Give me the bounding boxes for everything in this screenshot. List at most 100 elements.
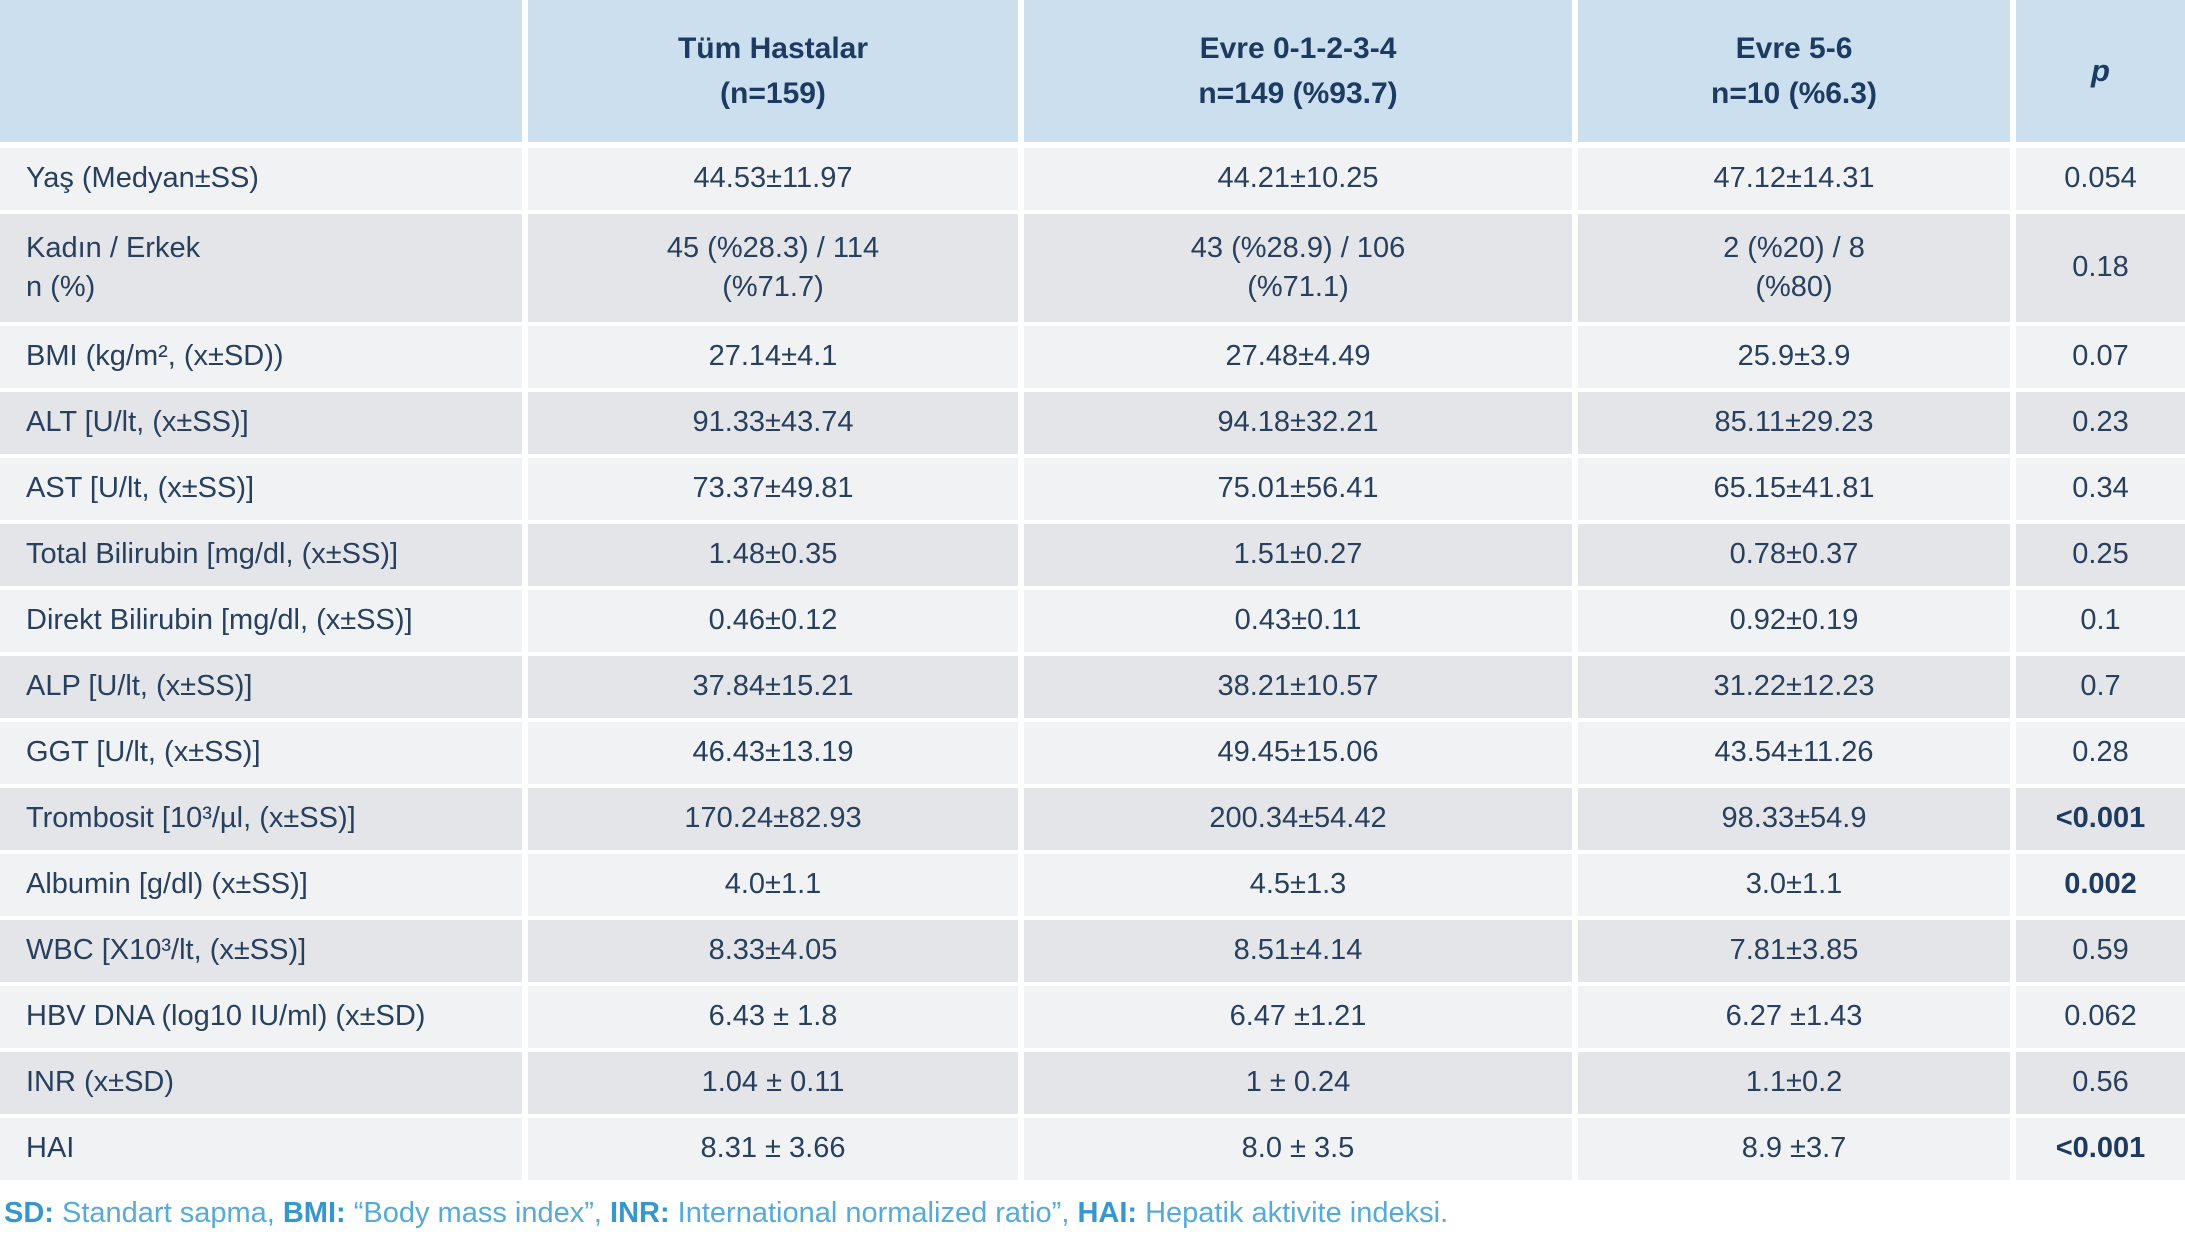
cell-all: 8.31 ± 3.66 (528, 1118, 1024, 1184)
cell-early: 75.01±56.41 (1024, 458, 1578, 524)
cell-early: 8.51±4.14 (1024, 920, 1578, 986)
table-row: Trombosit [10³/µl, (x±SS)] 170.24±82.93 … (0, 788, 2185, 854)
footnote-text: International normalized ratio”, (669, 1197, 1078, 1229)
col-header-p-value: p (2016, 0, 2185, 148)
cell-all: 4.0±1.1 (528, 854, 1024, 920)
footnote-text: “Body mass index”, (345, 1197, 611, 1229)
cell-late: 0.92±0.19 (1578, 590, 2016, 656)
table-row: HAI 8.31 ± 3.66 8.0 ± 3.5 8.9 ±3.7 <0.00… (0, 1118, 2185, 1184)
cell-p: 0.7 (2016, 656, 2185, 722)
cell-early: 49.45±15.06 (1024, 722, 1578, 788)
footnote-label-sd: SD: (4, 1197, 54, 1229)
cell-p: 0.56 (2016, 1052, 2185, 1118)
footnote-text: Hepatik aktivite indeksi. (1137, 1197, 1449, 1229)
cell-all: 8.33±4.05 (528, 920, 1024, 986)
cell-p: 0.002 (2016, 854, 2185, 920)
table-row: Total Bilirubin [mg/dl, (x±SS)] 1.48±0.3… (0, 524, 2185, 590)
patient-stats-table: Tüm Hastalar (n=159) Evre 0-1-2-3-4 n=14… (0, 0, 2185, 1184)
cell-p: 0.062 (2016, 986, 2185, 1052)
footnote: SD: Standart sapma, BMI: “Body mass inde… (0, 1184, 2185, 1243)
cell-early: 1 ± 0.24 (1024, 1052, 1578, 1118)
cell-p: <0.001 (2016, 788, 2185, 854)
cell-early: 1.51±0.27 (1024, 524, 1578, 590)
footnote-label-bmi: BMI: (282, 1197, 346, 1229)
row-label: ALP [U/lt, (x±SS)] (0, 656, 528, 722)
footnote-abbrev: SD: Standart sapma, BMI: “Body mass inde… (4, 1197, 1448, 1230)
table-row: HBV DNA (log10 IU/ml) (x±SD) 6.43 ± 1.8 … (0, 986, 2185, 1052)
table-row: Yaş (Medyan±SS) 44.53±11.97 44.21±10.25 … (0, 148, 2185, 214)
cell-early: 6.47 ±1.21 (1024, 986, 1578, 1052)
row-label: WBC [X10³/lt, (x±SS)] (0, 920, 528, 986)
cell-late: 85.11±29.23 (1578, 392, 2016, 458)
cell-late: 2 (%20) / 8 (%80) (1578, 214, 2016, 326)
cell-early: 8.0 ± 3.5 (1024, 1118, 1578, 1184)
table-row: ALT [U/lt, (x±SS)] 91.33±43.74 94.18±32.… (0, 392, 2185, 458)
cell-all: 73.37±49.81 (528, 458, 1024, 524)
cell-late: 65.15±41.81 (1578, 458, 2016, 524)
cell-early: 94.18±32.21 (1024, 392, 1578, 458)
cell-p: 0.18 (2016, 214, 2185, 326)
cell-all: 170.24±82.93 (528, 788, 1024, 854)
cell-early: 200.34±54.42 (1024, 788, 1578, 854)
cell-p: 0.054 (2016, 148, 2185, 214)
table-row: INR (x±SD) 1.04 ± 0.11 1 ± 0.24 1.1±0.2 … (0, 1052, 2185, 1118)
row-label: INR (x±SD) (0, 1052, 528, 1118)
footnote-label-hai: HAI: (1077, 1197, 1138, 1229)
row-label: Trombosit [10³/µl, (x±SS)] (0, 788, 528, 854)
cell-all: 0.46±0.12 (528, 590, 1024, 656)
table-row: ALP [U/lt, (x±SS)] 37.84±15.21 38.21±10.… (0, 656, 2185, 722)
cell-late: 31.22±12.23 (1578, 656, 2016, 722)
table-row: Direkt Bilirubin [mg/dl, (x±SS)] 0.46±0.… (0, 590, 2185, 656)
cell-all: 37.84±15.21 (528, 656, 1024, 722)
col-header-stage-0-4: Evre 0-1-2-3-4 n=149 (%93.7) (1024, 0, 1578, 148)
cell-late: 8.9 ±3.7 (1578, 1118, 2016, 1184)
row-label: AST [U/lt, (x±SS)] (0, 458, 528, 524)
cell-late: 98.33±54.9 (1578, 788, 2016, 854)
cell-p: 0.34 (2016, 458, 2185, 524)
table-row: WBC [X10³/lt, (x±SS)] 8.33±4.05 8.51±4.1… (0, 920, 2185, 986)
row-label: Yaş (Medyan±SS) (0, 148, 528, 214)
cell-all: 46.43±13.19 (528, 722, 1024, 788)
table-row: GGT [U/lt, (x±SS)] 46.43±13.19 49.45±15.… (0, 722, 2185, 788)
header-row: Tüm Hastalar (n=159) Evre 0-1-2-3-4 n=14… (0, 0, 2185, 148)
row-label: Total Bilirubin [mg/dl, (x±SS)] (0, 524, 528, 590)
cell-early: 27.48±4.49 (1024, 326, 1578, 392)
cell-p: 0.23 (2016, 392, 2185, 458)
cell-p: <0.001 (2016, 1118, 2185, 1184)
cell-early: 43 (%28.9) / 106 (%71.1) (1024, 214, 1578, 326)
footnote-text: Standart sapma, (53, 1197, 283, 1229)
row-label: GGT [U/lt, (x±SS)] (0, 722, 528, 788)
cell-late: 7.81±3.85 (1578, 920, 2016, 986)
cell-early: 44.21±10.25 (1024, 148, 1578, 214)
footnote-label-inr: INR: (610, 1197, 670, 1229)
cell-late: 1.1±0.2 (1578, 1052, 2016, 1118)
cell-late: 25.9±3.9 (1578, 326, 2016, 392)
row-label: BMI (kg/m², (x±SD)) (0, 326, 528, 392)
row-label: Kadın / Erkek n (%) (0, 214, 528, 326)
cell-late: 6.27 ±1.43 (1578, 986, 2016, 1052)
cell-p: 0.07 (2016, 326, 2185, 392)
table-row: BMI (kg/m², (x±SD)) 27.14±4.1 27.48±4.49… (0, 326, 2185, 392)
cell-late: 0.78±0.37 (1578, 524, 2016, 590)
cell-p: 0.28 (2016, 722, 2185, 788)
row-label: Direkt Bilirubin [mg/dl, (x±SS)] (0, 590, 528, 656)
cell-all: 91.33±43.74 (528, 392, 1024, 458)
cell-all: 1.04 ± 0.11 (528, 1052, 1024, 1118)
cell-all: 44.53±11.97 (528, 148, 1024, 214)
cell-early: 0.43±0.11 (1024, 590, 1578, 656)
row-label: Albumin [g/dl) (x±SS)] (0, 854, 528, 920)
table-row: Kadın / Erkek n (%) 45 (%28.3) / 114 (%7… (0, 214, 2185, 326)
table-row: Albumin [g/dl) (x±SS)] 4.0±1.1 4.5±1.3 3… (0, 854, 2185, 920)
row-label: ALT [U/lt, (x±SS)] (0, 392, 528, 458)
col-header-stage-5-6: Evre 5-6 n=10 (%6.3) (1578, 0, 2016, 148)
col-header-empty (0, 0, 528, 148)
cell-p: 0.59 (2016, 920, 2185, 986)
col-header-all-patients: Tüm Hastalar (n=159) (528, 0, 1024, 148)
cell-p: 0.25 (2016, 524, 2185, 590)
table-row: AST [U/lt, (x±SS)] 73.37±49.81 75.01±56.… (0, 458, 2185, 524)
cell-all: 6.43 ± 1.8 (528, 986, 1024, 1052)
cell-early: 4.5±1.3 (1024, 854, 1578, 920)
cell-all: 27.14±4.1 (528, 326, 1024, 392)
row-label: HBV DNA (log10 IU/ml) (x±SD) (0, 986, 528, 1052)
cell-all: 45 (%28.3) / 114 (%71.7) (528, 214, 1024, 326)
